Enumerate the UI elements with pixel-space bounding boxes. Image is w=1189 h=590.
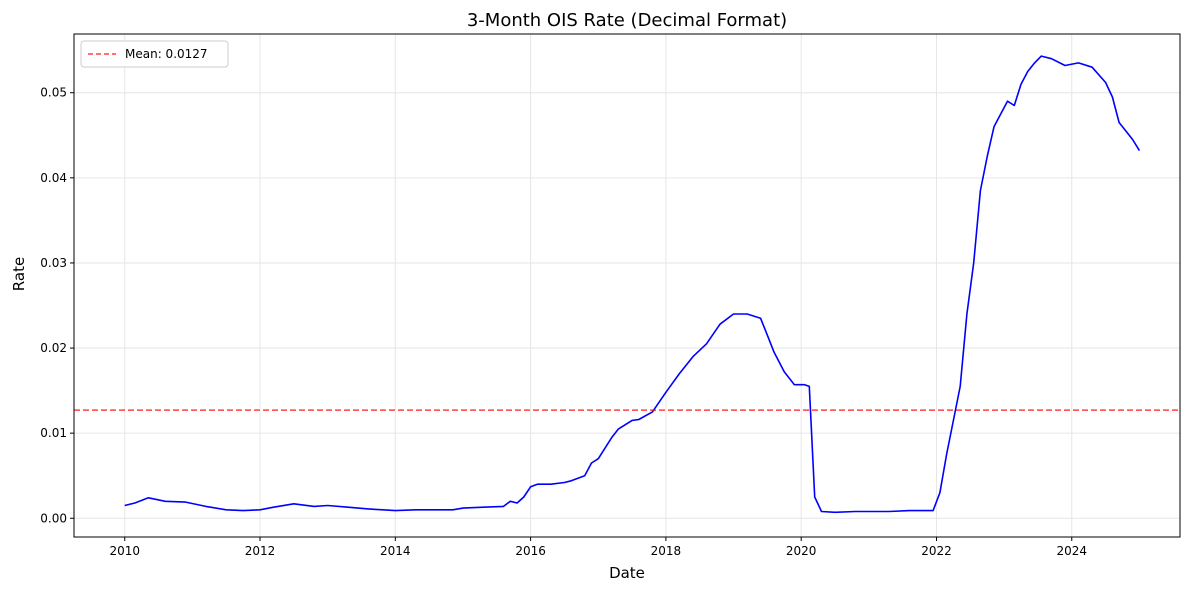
- y-tick-label: 0.03: [40, 256, 67, 270]
- y-tick-label: 0.05: [40, 86, 67, 100]
- x-tick-label: 2024: [1056, 544, 1087, 558]
- x-tick-label: 2016: [515, 544, 546, 558]
- x-tick-label: 2020: [786, 544, 817, 558]
- y-axis-label: Rate: [10, 257, 28, 291]
- x-tick-label: 2014: [380, 544, 411, 558]
- legend: Mean: 0.0127: [80, 40, 229, 68]
- legend-label-mean: Mean: 0.0127: [125, 47, 208, 61]
- x-axis-label: Date: [609, 564, 645, 582]
- series-line: [124, 55, 1141, 514]
- plot-frame: [73, 33, 1181, 538]
- grid: [74, 34, 1180, 537]
- y-tick-label: 0.00: [40, 511, 67, 525]
- x-tick-label: 2010: [109, 544, 140, 558]
- y-tick-label: 0.04: [40, 171, 67, 185]
- y-tick-label: 0.02: [40, 341, 67, 355]
- x-tick-label: 2022: [921, 544, 952, 558]
- chart-title: 3-Month OIS Rate (Decimal Format): [467, 10, 787, 31]
- axis-ticks: 2010 2012 2014 2016 2018 2020 2022 2024 0.00 0.01…: [40, 86, 1087, 558]
- x-tick-label: 2018: [651, 544, 682, 558]
- x-tick-label: 2012: [245, 544, 276, 558]
- legend-box: [80, 40, 229, 68]
- y-tick-label: 0.01: [40, 426, 67, 440]
- plot-area: [74, 55, 1180, 514]
